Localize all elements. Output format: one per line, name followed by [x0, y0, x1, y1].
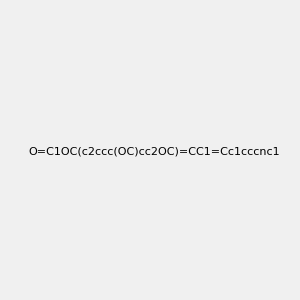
- Text: O=C1OC(c2ccc(OC)cc2OC)=CC1=Cc1cccnc1: O=C1OC(c2ccc(OC)cc2OC)=CC1=Cc1cccnc1: [28, 146, 280, 157]
